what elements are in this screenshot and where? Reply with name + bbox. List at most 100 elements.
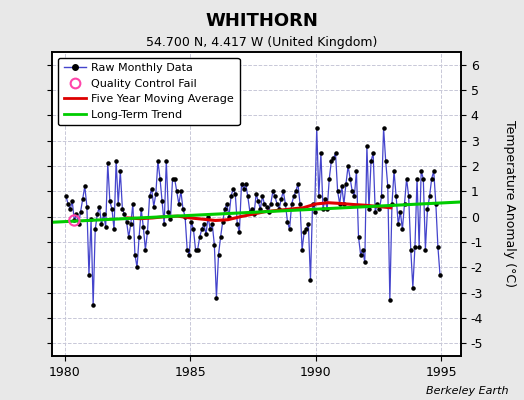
Point xyxy=(283,218,292,225)
Point xyxy=(415,244,423,250)
Point xyxy=(402,176,411,182)
Point xyxy=(273,201,281,207)
Point xyxy=(79,196,87,202)
Point xyxy=(358,246,367,253)
Point xyxy=(100,211,108,217)
Point xyxy=(231,191,239,197)
Point xyxy=(195,234,204,240)
Point xyxy=(239,186,248,192)
Point xyxy=(123,218,131,225)
Point xyxy=(168,176,177,182)
Point xyxy=(413,176,421,182)
Point xyxy=(381,158,390,164)
Point xyxy=(102,224,110,230)
Point xyxy=(288,201,296,207)
Point xyxy=(187,218,195,225)
Point xyxy=(333,188,342,194)
Point xyxy=(160,221,168,228)
Point xyxy=(342,180,350,187)
Point xyxy=(417,168,425,174)
Point xyxy=(409,284,417,291)
Point xyxy=(400,201,409,207)
Point xyxy=(149,203,158,210)
Point xyxy=(202,231,210,238)
Point xyxy=(265,208,273,215)
Point xyxy=(352,168,361,174)
Point xyxy=(210,241,219,248)
Point xyxy=(428,176,436,182)
Point xyxy=(244,193,252,200)
Point xyxy=(154,158,162,164)
Point xyxy=(310,208,319,215)
Point xyxy=(392,193,400,200)
Point xyxy=(419,176,428,182)
Point xyxy=(425,193,434,200)
Point xyxy=(434,244,442,250)
Point xyxy=(329,155,337,162)
Point xyxy=(286,226,294,232)
Point xyxy=(421,246,430,253)
Point xyxy=(331,150,340,156)
Point xyxy=(135,234,143,240)
Point xyxy=(81,183,89,190)
Point xyxy=(396,208,405,215)
Point xyxy=(316,150,325,156)
Point xyxy=(208,221,216,228)
Point xyxy=(335,201,344,207)
Point xyxy=(70,217,79,224)
Point xyxy=(242,180,250,187)
Point xyxy=(166,216,174,222)
Point xyxy=(384,183,392,190)
Point xyxy=(281,201,290,207)
Point xyxy=(110,226,118,232)
Point xyxy=(116,168,125,174)
Point xyxy=(181,214,189,220)
Point xyxy=(314,193,323,200)
Point xyxy=(325,176,333,182)
Point xyxy=(248,206,256,212)
Point xyxy=(390,168,398,174)
Point xyxy=(436,272,444,278)
Point xyxy=(179,206,187,212)
Point xyxy=(367,158,375,164)
Point xyxy=(223,201,231,207)
Text: Berkeley Earth: Berkeley Earth xyxy=(426,386,508,396)
Point xyxy=(214,252,223,258)
Point xyxy=(204,214,212,220)
Point xyxy=(131,252,139,258)
Point xyxy=(430,168,438,174)
Point xyxy=(356,252,365,258)
Point xyxy=(267,201,275,207)
Point xyxy=(407,246,415,253)
Point xyxy=(411,244,419,250)
Point xyxy=(371,208,379,215)
Point xyxy=(350,193,358,200)
Point xyxy=(77,208,85,215)
Point xyxy=(308,201,316,207)
Point xyxy=(346,176,354,182)
Point xyxy=(275,206,283,212)
Point xyxy=(298,246,307,253)
Point xyxy=(377,193,386,200)
Point xyxy=(319,206,327,212)
Point xyxy=(225,214,233,220)
Point xyxy=(302,226,311,232)
Point xyxy=(235,229,244,235)
Point xyxy=(177,188,185,194)
Point xyxy=(139,224,147,230)
Point xyxy=(219,218,227,225)
Point xyxy=(348,188,356,194)
Point xyxy=(373,201,381,207)
Point xyxy=(193,246,202,253)
Point xyxy=(388,201,396,207)
Point xyxy=(143,229,151,235)
Point xyxy=(64,201,72,207)
Point xyxy=(151,191,160,197)
Point xyxy=(294,180,302,187)
Point xyxy=(361,259,369,266)
Point xyxy=(133,264,141,270)
Point xyxy=(162,158,170,164)
Point xyxy=(269,188,277,194)
Point xyxy=(258,193,267,200)
Point xyxy=(185,252,193,258)
